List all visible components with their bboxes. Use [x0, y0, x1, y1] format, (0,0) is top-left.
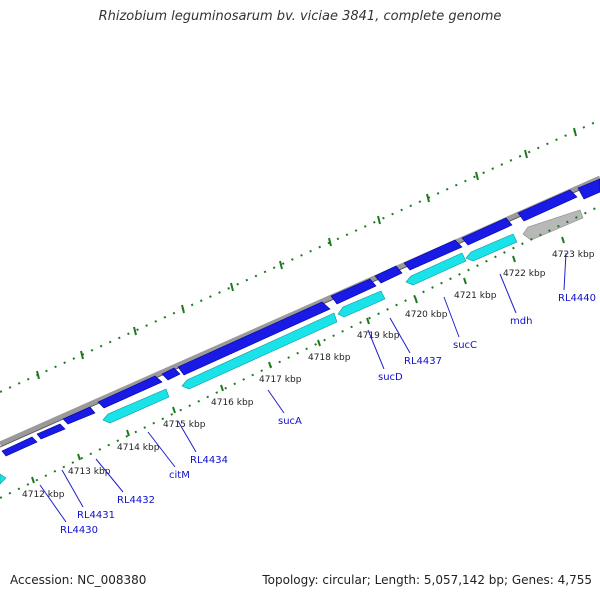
gene-leader-line [367, 329, 385, 370]
kbp-label: 4716 kbp [211, 398, 254, 408]
kbp-scale: 4712 kbp 4713 kbp 4714 kbp 4715 kbp 4716 kbp… [22, 127, 595, 500]
kbp-label: 4717 kbp [259, 375, 302, 385]
kbp-major-tick [561, 236, 565, 244]
gene-arrow[interactable] [161, 367, 181, 381]
backbone-line [0, 175, 600, 447]
kbp-major-tick [220, 384, 224, 392]
outer-major-tick [181, 304, 185, 314]
kbp-label: 4721 kbp [454, 291, 497, 301]
gene-arrow[interactable] [62, 406, 96, 425]
gene-arrow[interactable] [465, 233, 518, 262]
outer-major-tick [377, 215, 381, 225]
kbp-major-tick [317, 339, 321, 347]
gene-label[interactable]: sucA [278, 416, 302, 427]
reverse-genes [0, 209, 584, 485]
inner-minor-ticks [0, 205, 600, 499]
outer-major-tick [80, 350, 84, 360]
kbp-label: 4712 kbp [22, 490, 65, 500]
gene-label[interactable]: sucC [453, 340, 477, 351]
kbp-major-tick [126, 429, 130, 437]
kbp-label: 4722 kbp [503, 269, 546, 279]
outer-major-tick [573, 127, 577, 137]
gene-label[interactable]: mdh [510, 316, 532, 327]
gene-arrow[interactable] [36, 423, 66, 440]
kbp-major-tick [172, 406, 176, 414]
outer-tick-track [0, 119, 600, 393]
outer-major-tick [524, 149, 528, 159]
gene-label[interactable]: citM [169, 470, 190, 481]
gene-leader-line [177, 420, 197, 453]
accession-text: Accession: NC_008380 [10, 573, 147, 587]
gene-arrow[interactable] [405, 252, 467, 286]
kbp-label: 4718 kbp [308, 353, 351, 363]
gene-arrow[interactable] [0, 473, 7, 485]
outer-minor-ticks [0, 119, 600, 393]
outer-major-tick [230, 282, 234, 292]
gene-labels: RL4430RL4431RL4432citMRL4434sucAsucDRL44… [39, 252, 596, 536]
gene-arrow[interactable] [181, 312, 338, 390]
gene-leader-line [389, 317, 411, 354]
gene-leader-line [563, 252, 567, 291]
gene-label[interactable]: RL4430 [60, 525, 98, 536]
outer-major-tick [133, 326, 137, 336]
kbp-major-tick [414, 296, 418, 304]
kbp-label: 4713 kbp [68, 467, 111, 477]
gene-label[interactable]: RL4437 [404, 356, 442, 367]
gene-arrow[interactable] [102, 388, 170, 424]
outer-major-tick [426, 193, 430, 203]
forward-genes [1, 178, 600, 457]
gene-label[interactable]: RL4431 [77, 510, 115, 521]
outer-major-tick [328, 237, 332, 247]
kbp-label: 4719 kbp [357, 331, 400, 341]
gene-arrow[interactable] [461, 217, 513, 246]
outer-major-tick [475, 171, 479, 181]
gene-arrow[interactable] [97, 375, 163, 409]
kbp-major-tick [31, 476, 35, 484]
gene-leader-line [61, 469, 84, 508]
gene-arrow[interactable] [577, 178, 600, 200]
kbp-major-tick [77, 453, 81, 461]
gene-label[interactable]: sucD [378, 372, 403, 383]
gene-arrow[interactable] [403, 239, 463, 271]
gene-arrow[interactable] [177, 301, 331, 376]
gene-arrow[interactable] [1, 436, 38, 457]
kbp-major-tick [268, 361, 272, 369]
gene-arrow[interactable] [374, 265, 403, 284]
gene-leader-line [267, 389, 285, 414]
pseudo-gene-arrow[interactable] [522, 209, 584, 241]
kbp-label: 4714 kbp [117, 443, 160, 453]
gene-leader-line [95, 458, 124, 493]
kbp-major-tick [366, 317, 370, 325]
gene-label[interactable]: RL4432 [117, 495, 155, 506]
map-title: Rhizobium leguminosarum bv. viciae 3841,… [98, 9, 502, 24]
gene-arrow[interactable] [330, 278, 377, 305]
genome-summary-text: Topology: circular; Length: 5,057,142 bp… [262, 573, 592, 587]
gene-leader-line [39, 484, 67, 523]
gene-arrow[interactable] [517, 189, 578, 222]
kbp-major-tick [512, 255, 516, 263]
inner-tick-track [0, 205, 600, 499]
gene-leader-line [147, 431, 176, 468]
gene-leader-line [443, 296, 460, 338]
gene-leader-line [499, 273, 517, 314]
gene-arrow[interactable] [337, 290, 386, 318]
gene-label[interactable]: RL4434 [190, 455, 228, 466]
outer-major-tick [36, 370, 40, 380]
kbp-label: 4720 kbp [405, 310, 448, 320]
gene-label[interactable]: RL4440 [558, 293, 596, 304]
kbp-label: 4715 kbp [163, 420, 206, 430]
kbp-label: 4723 kbp [552, 250, 595, 260]
outer-major-tick [279, 260, 283, 270]
kbp-major-tick [463, 277, 467, 285]
